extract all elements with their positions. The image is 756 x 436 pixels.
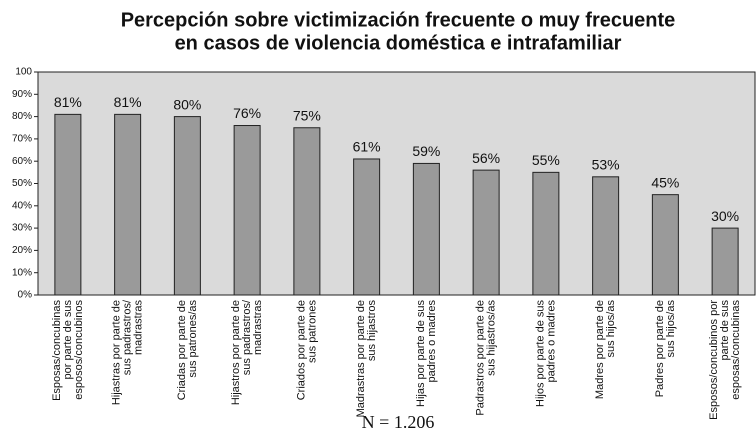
x-tick-label: Padrastros por parte desus hijastros/as — [475, 300, 498, 416]
x-tick-label: Esposos/concubinos porparte de susesposa… — [708, 300, 742, 420]
bar — [293, 127, 321, 296]
x-tick-label: Madres por parte desus hijos/as — [594, 300, 617, 400]
value-label: 75% — [293, 107, 321, 123]
bar — [233, 125, 261, 296]
x-tick-group: Esposas/concubinaspor parte de susesposo… — [51, 300, 85, 401]
bar — [54, 113, 82, 296]
value-label: 45% — [651, 174, 679, 190]
x-tick-group: Padres por parte desus hijos/as — [654, 300, 677, 398]
bar — [412, 162, 440, 296]
y-tick-label: 10% — [12, 267, 32, 278]
x-tick-group: Hijos por parte de suspadres o madres — [534, 300, 557, 407]
x-tick-group: Hijastros por parte desus padrastros/mad… — [230, 299, 264, 405]
value-label: 56% — [472, 150, 500, 166]
y-tick-label: 50% — [12, 178, 32, 189]
x-tick-group: Criados por parte desus patrones — [295, 300, 318, 401]
x-tick-label: Esposas/concubinaspor parte de susesposo… — [51, 300, 85, 401]
x-tick-label: Criados por parte desus patrones — [295, 300, 318, 401]
note: N = 1.206 — [362, 412, 435, 432]
x-tick-group: Esposos/concubinos porparte de susesposa… — [708, 300, 742, 420]
bar — [711, 227, 739, 296]
x-tick-group: Madres por parte desus hijos/as — [594, 300, 617, 400]
x-tick-label: Hijastros por parte desus padrastros/mad… — [230, 299, 264, 405]
x-tick-label: Hijos por parte de suspadres o madres — [534, 300, 557, 407]
chart-title: en casos de violencia doméstica e intraf… — [175, 32, 622, 54]
x-tick-label: Criadas por parte desus patrones/as — [176, 300, 199, 401]
value-label: 30% — [711, 208, 739, 224]
bar — [651, 194, 679, 296]
value-label: 53% — [592, 157, 620, 173]
y-tick-label: 30% — [12, 223, 32, 234]
y-tick-label: 40% — [12, 200, 32, 211]
x-tick-group: Padrastros por parte desus hijastros/as — [475, 300, 498, 416]
y-tick-label: 60% — [12, 156, 32, 167]
bar — [114, 113, 142, 296]
x-tick-label: Hijas por parte de suspadres o madres — [415, 300, 438, 407]
value-label: 61% — [353, 139, 381, 155]
value-label: 59% — [412, 143, 440, 159]
value-label: 81% — [114, 94, 142, 110]
bar — [353, 158, 381, 296]
y-tick-label: 70% — [12, 134, 32, 145]
x-tick-group: Hijastras por parte desus padrastros/mad… — [111, 299, 145, 405]
y-tick-label: 20% — [12, 245, 32, 256]
value-label: 80% — [173, 96, 201, 112]
value-label: 76% — [233, 105, 261, 121]
y-tick-label: 80% — [12, 111, 32, 122]
bar — [472, 169, 500, 296]
x-tick-label: Madrastras por parte desus hijastros — [355, 300, 378, 418]
chart-title: Percepción sobre victimización frecuente… — [121, 9, 676, 31]
y-tick-label: 100 — [15, 67, 32, 78]
bar — [173, 116, 201, 296]
plot-area — [37, 71, 756, 296]
y-tick-label: 90% — [12, 89, 32, 100]
bar — [592, 176, 620, 296]
x-tick-group: Hijas por parte de suspadres o madres — [415, 300, 438, 407]
bar — [532, 171, 560, 296]
x-tick-label: Hijastras por parte desus padrastros/mad… — [111, 299, 145, 405]
x-tick-group: Madrastras por parte desus hijastros — [355, 300, 378, 418]
value-label: 55% — [532, 152, 560, 168]
x-tick-label: Padres por parte desus hijos/as — [654, 300, 677, 398]
y-tick-label: 0% — [18, 290, 33, 301]
value-label: 81% — [54, 94, 82, 110]
x-tick-group: Criadas por parte desus patrones/as — [176, 300, 199, 401]
